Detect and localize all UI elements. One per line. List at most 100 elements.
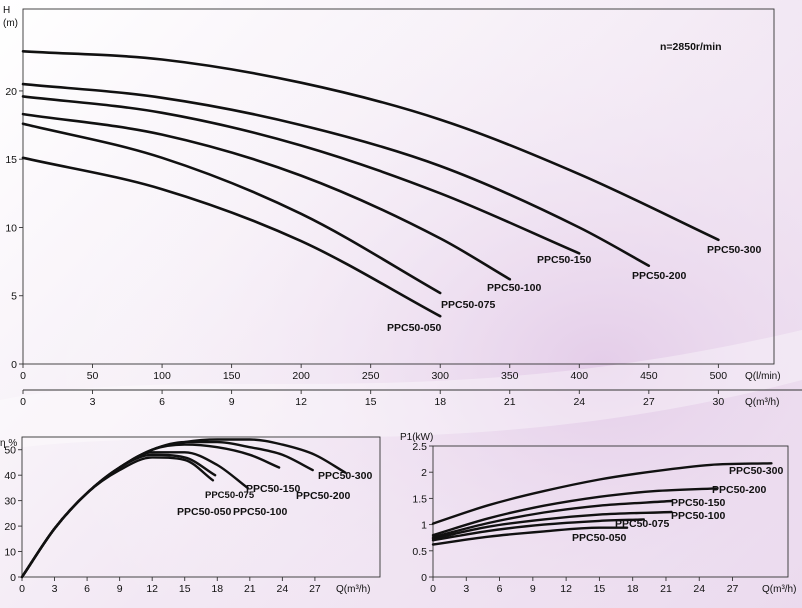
head-y-tick-label: 20: [5, 86, 17, 98]
power-x-tick-label: 21: [660, 583, 672, 595]
power-curve-ppc50-100: [431, 510, 673, 540]
eff-x-tick-label: 9: [117, 583, 123, 595]
head-x-tick-label: 0: [20, 370, 26, 382]
head-x-tick-label: 500: [710, 370, 728, 382]
power-y-tick-label: 1: [421, 520, 427, 532]
power-x-tick-label: 6: [497, 583, 503, 595]
power-curve-ppc50-075: [431, 518, 645, 542]
head-curve-ppc50-300: [21, 50, 720, 242]
eff-y-label: η %: [0, 438, 17, 449]
head-x2-tick-label: 12: [295, 396, 307, 408]
power-curve-ppc50-300: [431, 462, 773, 525]
head-y-label: H: [3, 5, 10, 16]
eff-y-tick-label: 50: [4, 445, 16, 457]
head-y-tick-label: 5: [11, 291, 17, 303]
power-y-tick-label: 2: [421, 467, 427, 479]
head-label-ppc50-075: PPC50-075: [441, 299, 495, 311]
head-curve-ppc50-050: [21, 156, 442, 318]
head-x-tick-label: 250: [362, 370, 380, 382]
head-x-tick-label: 300: [431, 370, 449, 382]
head-x2-tick-label: 0: [20, 396, 26, 408]
power-y-tick-label: 0.5: [412, 546, 427, 558]
eff-label-ppc50-200: PPC50-200: [296, 490, 350, 502]
head-x-tick-label: 350: [501, 370, 519, 382]
power-plot-frame: [432, 445, 789, 578]
head-x-label-2: Q(m³/h): [745, 397, 779, 408]
head-chart: H (m) n=2850r/min Q(l/min) Q(m³/h) 0 5 10 1…: [3, 5, 802, 408]
power-y-tick-label: 2.5: [412, 441, 427, 453]
head-label-ppc50-300: PPC50-300: [707, 244, 761, 256]
head-x2-tick-label: 18: [434, 396, 446, 408]
head-x2-tick-label: 3: [90, 396, 96, 408]
head-x2-tick-label: 24: [573, 396, 585, 408]
power-curve-ppc50-150: [431, 499, 673, 539]
eff-plot-frame: [21, 436, 381, 578]
power-label-ppc50-300: PPC50-300: [729, 465, 783, 477]
eff-y-tick-label: 10: [4, 547, 16, 559]
power-x-tick-label: 3: [463, 583, 469, 595]
head-y-unit: (m): [3, 18, 18, 29]
power-label-ppc50-150: PPC50-150: [671, 497, 725, 509]
power-y-label: P1(kW): [400, 432, 433, 443]
eff-x-tick-label: 27: [309, 583, 321, 595]
head-label-ppc50-150: PPC50-150: [537, 254, 591, 266]
eff-y-tick-label: 0: [10, 572, 16, 584]
head-y-tick-label: 0: [11, 359, 17, 371]
head-x-tick-label: 200: [292, 370, 310, 382]
eff-x-tick-label: 21: [244, 583, 256, 595]
power-chart: P1(kW) Q(m³/h) 0 0.5 1 1.5 2 2.5 0 3 6 9 12 15 18 21 2…: [400, 432, 796, 595]
power-label-ppc50-100: PPC50-100: [671, 510, 725, 522]
power-label-ppc50-200: PPC50-200: [712, 484, 766, 496]
power-label-ppc50-075: PPC50-075: [615, 518, 669, 530]
eff-x-tick-label: 0: [19, 583, 25, 595]
power-x-tick-label: 9: [530, 583, 536, 595]
eff-x-tick-label: 15: [179, 583, 191, 595]
eff-y-tick-label: 30: [4, 496, 16, 508]
eff-x-label: Q(m³/h): [336, 584, 370, 595]
eff-label-ppc50-300: PPC50-300: [318, 470, 372, 482]
power-x-label: Q(m³/h): [762, 584, 796, 595]
eff-y-tick-label: 20: [4, 521, 16, 533]
power-x-tick-label: 24: [693, 583, 705, 595]
head-annotation: n=2850r/min: [660, 41, 722, 53]
head-x2-tick-label: 21: [504, 396, 516, 408]
power-curve-ppc50-200: [431, 487, 718, 537]
eff-x-tick-label: 12: [146, 583, 158, 595]
head-curve-ppc50-150: [21, 95, 581, 255]
eff-label-ppc50-100: PPC50-100: [233, 506, 287, 518]
head-x-label: Q(l/min): [745, 371, 781, 382]
eff-curve-ppc50-300: [20, 438, 347, 579]
head-x-tick-label: 50: [87, 370, 99, 382]
head-plot-frame: [22, 8, 775, 365]
head-x-tick-label: 100: [153, 370, 171, 382]
head-curve-ppc50-100: [21, 112, 512, 281]
eff-label-ppc50-150: PPC50-150: [246, 483, 300, 495]
head-label-ppc50-050: PPC50-050: [387, 322, 441, 334]
power-x-tick-label: 15: [594, 583, 606, 595]
eff-label-ppc50-050: PPC50-050: [177, 506, 231, 518]
head-x2-tick-label: 27: [643, 396, 655, 408]
power-x-tick-label: 27: [727, 583, 739, 595]
eff-x-tick-label: 6: [84, 583, 90, 595]
head-x2-tick-label: 30: [713, 396, 725, 408]
power-x-tick-label: 18: [627, 583, 639, 595]
head-y-tick-label: 10: [5, 222, 17, 234]
eff-x-tick-label: 3: [52, 583, 58, 595]
eff-x-tick-label: 24: [277, 583, 289, 595]
head-label-ppc50-100: PPC50-100: [487, 282, 541, 294]
head-x2-tick-label: 15: [365, 396, 377, 408]
head-label-ppc50-200: PPC50-200: [632, 270, 686, 282]
power-y-tick-label: 1.5: [412, 493, 427, 505]
power-y-tick-label: 0: [421, 572, 427, 584]
power-curve-ppc50-050: [431, 526, 629, 546]
eff-label-ppc50-075: PPC50-075: [205, 490, 255, 501]
power-x-tick-label: 0: [430, 583, 436, 595]
head-x2-tick-label: 9: [229, 396, 235, 408]
head-x-tick-label: 400: [571, 370, 589, 382]
power-x-tick-label: 12: [560, 583, 572, 595]
head-y-tick-label: 15: [5, 154, 17, 166]
head-curve-ppc50-075: [21, 122, 442, 295]
head-x2-tick-label: 6: [159, 396, 165, 408]
